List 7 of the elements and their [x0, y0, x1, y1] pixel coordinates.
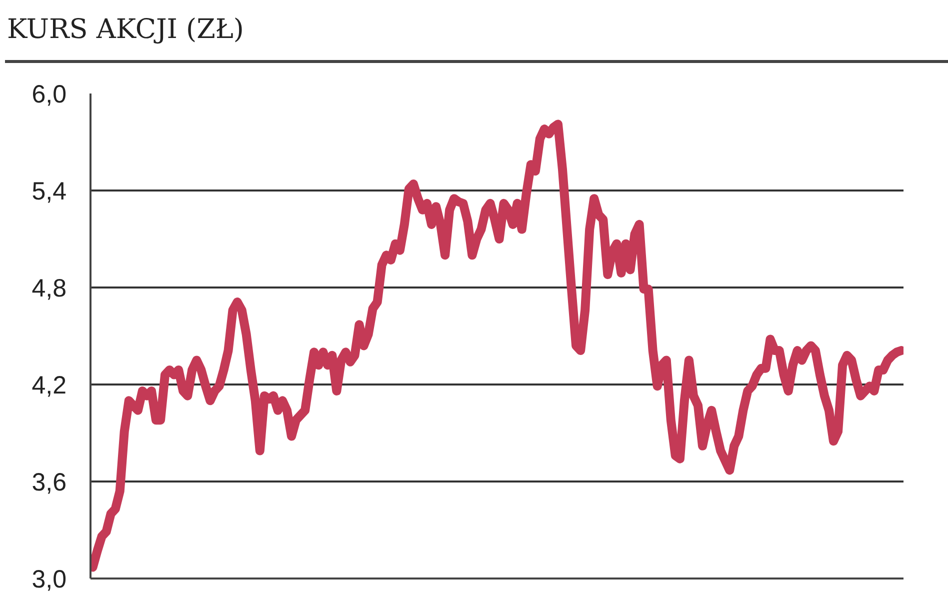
y-tick-label: 4,2 [32, 372, 67, 400]
y-tick-label: 5,4 [32, 178, 67, 206]
chart-title: KURS AKCJI (ZŁ) [7, 13, 244, 47]
y-tick-label: 3,0 [32, 566, 67, 593]
y-tick-label: 4,8 [32, 274, 67, 302]
y-tick-label: 6,0 [32, 80, 67, 108]
y-tick-label: 3,6 [32, 468, 67, 496]
